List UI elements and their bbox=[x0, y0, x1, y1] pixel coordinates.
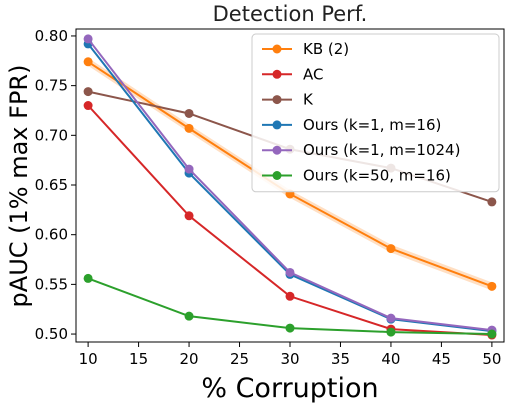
y-tick-label: 0.55 bbox=[35, 275, 68, 293]
data-point bbox=[487, 281, 497, 291]
data-point bbox=[386, 313, 396, 323]
data-point bbox=[386, 327, 396, 337]
legend-marker bbox=[272, 171, 282, 180]
legend-label: K bbox=[303, 91, 314, 109]
y-tick-label: 0.75 bbox=[35, 77, 68, 95]
legend-label: AC bbox=[303, 65, 323, 83]
legend-marker bbox=[272, 95, 282, 105]
x-tick-label: 25 bbox=[230, 350, 249, 368]
data-point bbox=[184, 123, 194, 133]
x-tick-label: 10 bbox=[79, 350, 98, 368]
legend-marker bbox=[272, 145, 282, 155]
legend-label: Ours (k=1, m=16) bbox=[303, 116, 441, 134]
chart-title: Detection Perf. bbox=[213, 2, 368, 26]
x-tick-label: 15 bbox=[129, 350, 148, 368]
data-point bbox=[487, 329, 497, 339]
data-point bbox=[285, 291, 295, 301]
data-point bbox=[285, 267, 295, 277]
legend-label: Ours (k=50, m=16) bbox=[303, 167, 451, 185]
legend-marker bbox=[272, 120, 282, 130]
series-5 bbox=[83, 273, 497, 339]
legend: KB (2) AC K Ours (k=1, m=16) Ours (k=1, m=10… bbox=[251, 33, 500, 193]
y-tick-label: 0.80 bbox=[35, 27, 68, 45]
x-tick-label: 35 bbox=[331, 350, 350, 368]
legend-label: KB (2) bbox=[303, 40, 349, 58]
y-axis-label: pAUC (1% max FPR) bbox=[5, 65, 33, 308]
data-point bbox=[83, 273, 93, 283]
y-tick-label: 0.60 bbox=[35, 226, 68, 244]
data-point bbox=[184, 311, 194, 321]
plot-area: 10 15 20 25 30 35 40 45 50 0.50 0.55 0.60 0.65 0.70 0.… bbox=[35, 27, 505, 368]
data-point bbox=[487, 197, 497, 207]
x-tick-label: 40 bbox=[381, 350, 400, 368]
y-tick-label: 0.50 bbox=[35, 325, 68, 343]
legend-label: Ours (k=1, m=1024) bbox=[303, 141, 460, 159]
data-point bbox=[83, 101, 93, 111]
data-point bbox=[83, 34, 93, 44]
legend-marker bbox=[272, 69, 282, 79]
data-point bbox=[386, 244, 396, 254]
x-tick-label: 50 bbox=[482, 350, 501, 368]
y-tick-label: 0.70 bbox=[35, 126, 68, 144]
x-tick-label: 45 bbox=[432, 350, 451, 368]
data-point bbox=[184, 108, 194, 118]
x-tick-label: 30 bbox=[280, 350, 299, 368]
x-axis-label: % Corruption bbox=[201, 373, 378, 404]
legend-box bbox=[251, 33, 500, 193]
data-point bbox=[83, 87, 93, 97]
data-point bbox=[83, 57, 93, 67]
legend-marker bbox=[272, 44, 282, 54]
x-tick-label: 20 bbox=[180, 350, 199, 368]
series-4 bbox=[83, 34, 497, 335]
data-point bbox=[184, 164, 194, 174]
y-tick-label: 0.65 bbox=[35, 176, 68, 194]
data-point bbox=[184, 211, 194, 221]
data-point bbox=[285, 323, 295, 333]
